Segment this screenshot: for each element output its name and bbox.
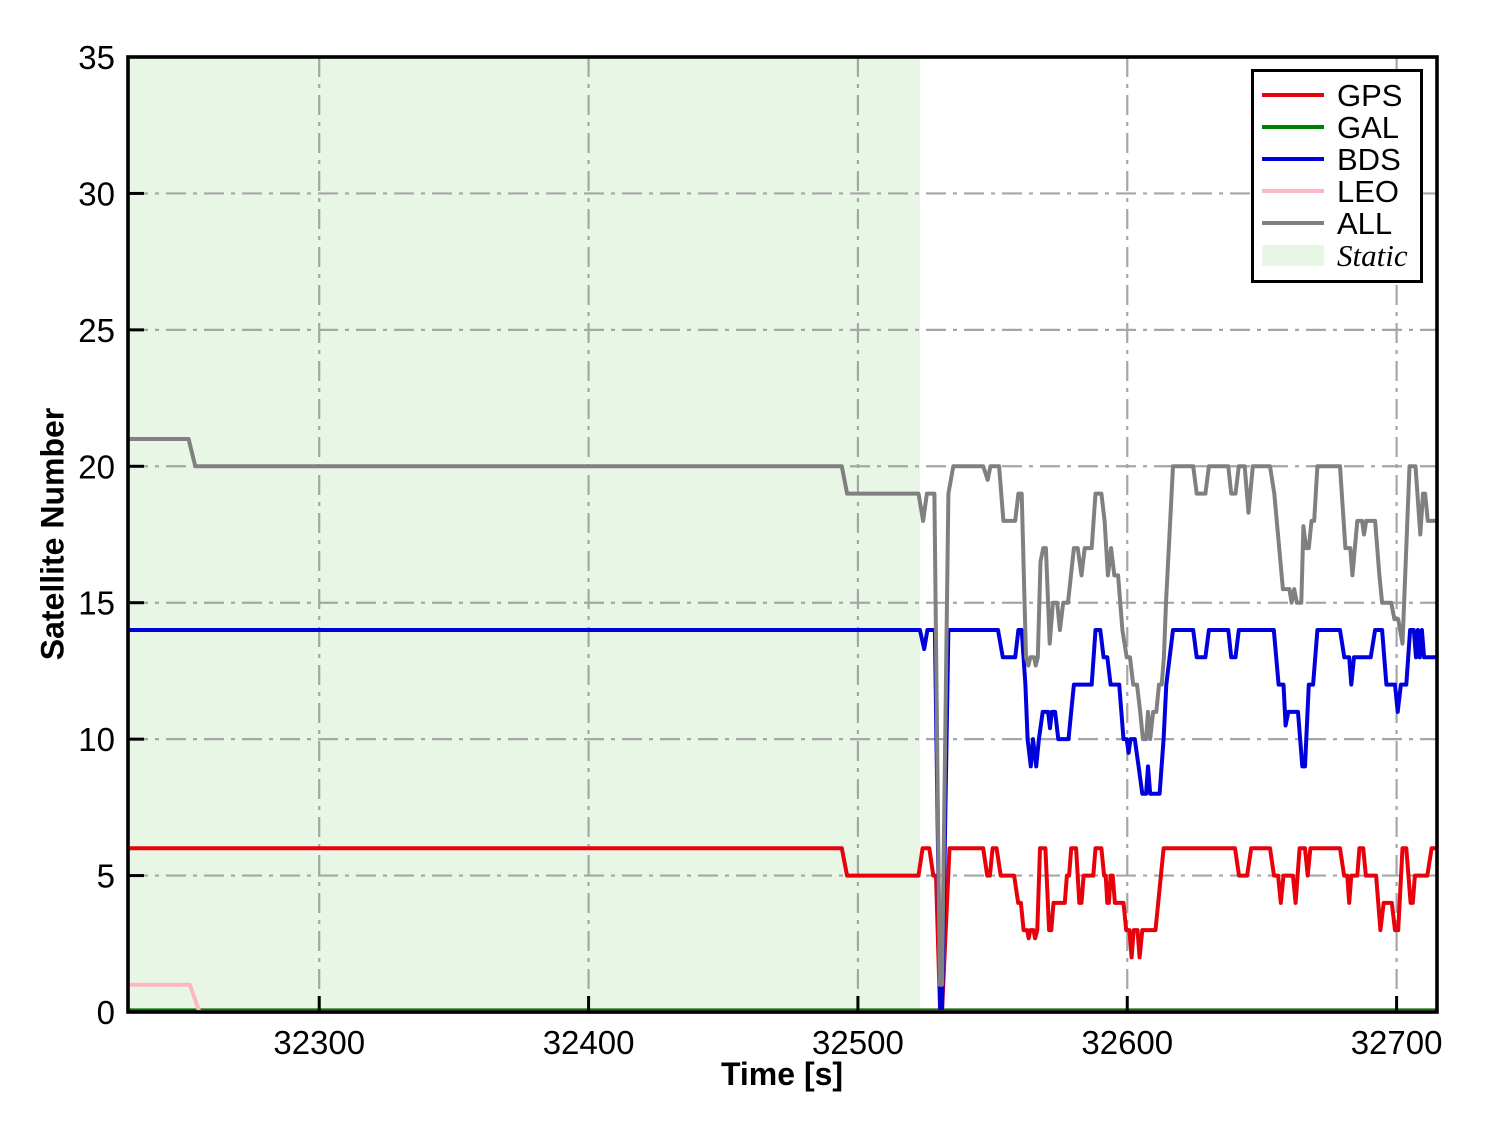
legend-label-gps: GPS <box>1337 77 1403 113</box>
all-legend-swatch <box>1262 221 1324 225</box>
legend-label-all: ALL <box>1337 205 1393 241</box>
legend-item-leo: LEO <box>1262 175 1420 207</box>
gps-legend-swatch <box>1262 93 1324 97</box>
y-tick-label: 20 <box>78 448 115 485</box>
x-tick-label: 32500 <box>812 1024 904 1061</box>
leo-legend-swatch <box>1262 189 1324 193</box>
y-tick-label: 10 <box>78 721 115 758</box>
axis-ticks <box>128 55 1399 1014</box>
x-tick-label: 32400 <box>543 1024 635 1061</box>
legend-label-gal: GAL <box>1337 109 1400 145</box>
legend-box: GPS GAL BDS LEO ALL Static <box>1251 69 1423 283</box>
series-line-all <box>128 437 1437 987</box>
legend-label-leo: LEO <box>1337 173 1400 209</box>
y-tick-label: 30 <box>78 175 115 212</box>
legend-item-gps: GPS <box>1262 79 1420 111</box>
legend-label-static: Static <box>1337 237 1408 273</box>
x-tick-label: 32600 <box>1081 1024 1173 1061</box>
gal-legend-swatch <box>1262 125 1324 129</box>
legend-item-gal: GAL <box>1262 111 1420 143</box>
bds-legend-swatch <box>1262 157 1324 161</box>
series-line-bds <box>128 628 1437 1014</box>
legend-item-static: Static <box>1262 239 1420 271</box>
static-legend-swatch <box>1262 244 1324 266</box>
y-tick-label: 5 <box>97 858 115 895</box>
legend-item-bds: BDS <box>1262 143 1420 175</box>
tick-labels: 32300 32400 32500 32600 32700 0 5 10 15 20 25 30 35 <box>78 39 1442 1061</box>
legend-item-all: ALL <box>1262 207 1420 239</box>
y-tick-label: 15 <box>78 585 115 622</box>
y-axis-title: Satellite Number <box>34 407 71 661</box>
x-axis-title: Time [s] <box>720 1056 844 1092</box>
axes-spines <box>126 55 1439 1014</box>
static-region <box>128 57 920 1012</box>
x-tick-label: 32300 <box>273 1024 365 1061</box>
y-tick-label: 25 <box>78 312 115 349</box>
legend-label-bds: BDS <box>1337 141 1401 177</box>
y-tick-label: 35 <box>78 39 115 76</box>
series-line-gps <box>128 846 1437 1014</box>
y-tick-label: 0 <box>97 994 115 1031</box>
x-tick-label: 32700 <box>1351 1024 1443 1061</box>
